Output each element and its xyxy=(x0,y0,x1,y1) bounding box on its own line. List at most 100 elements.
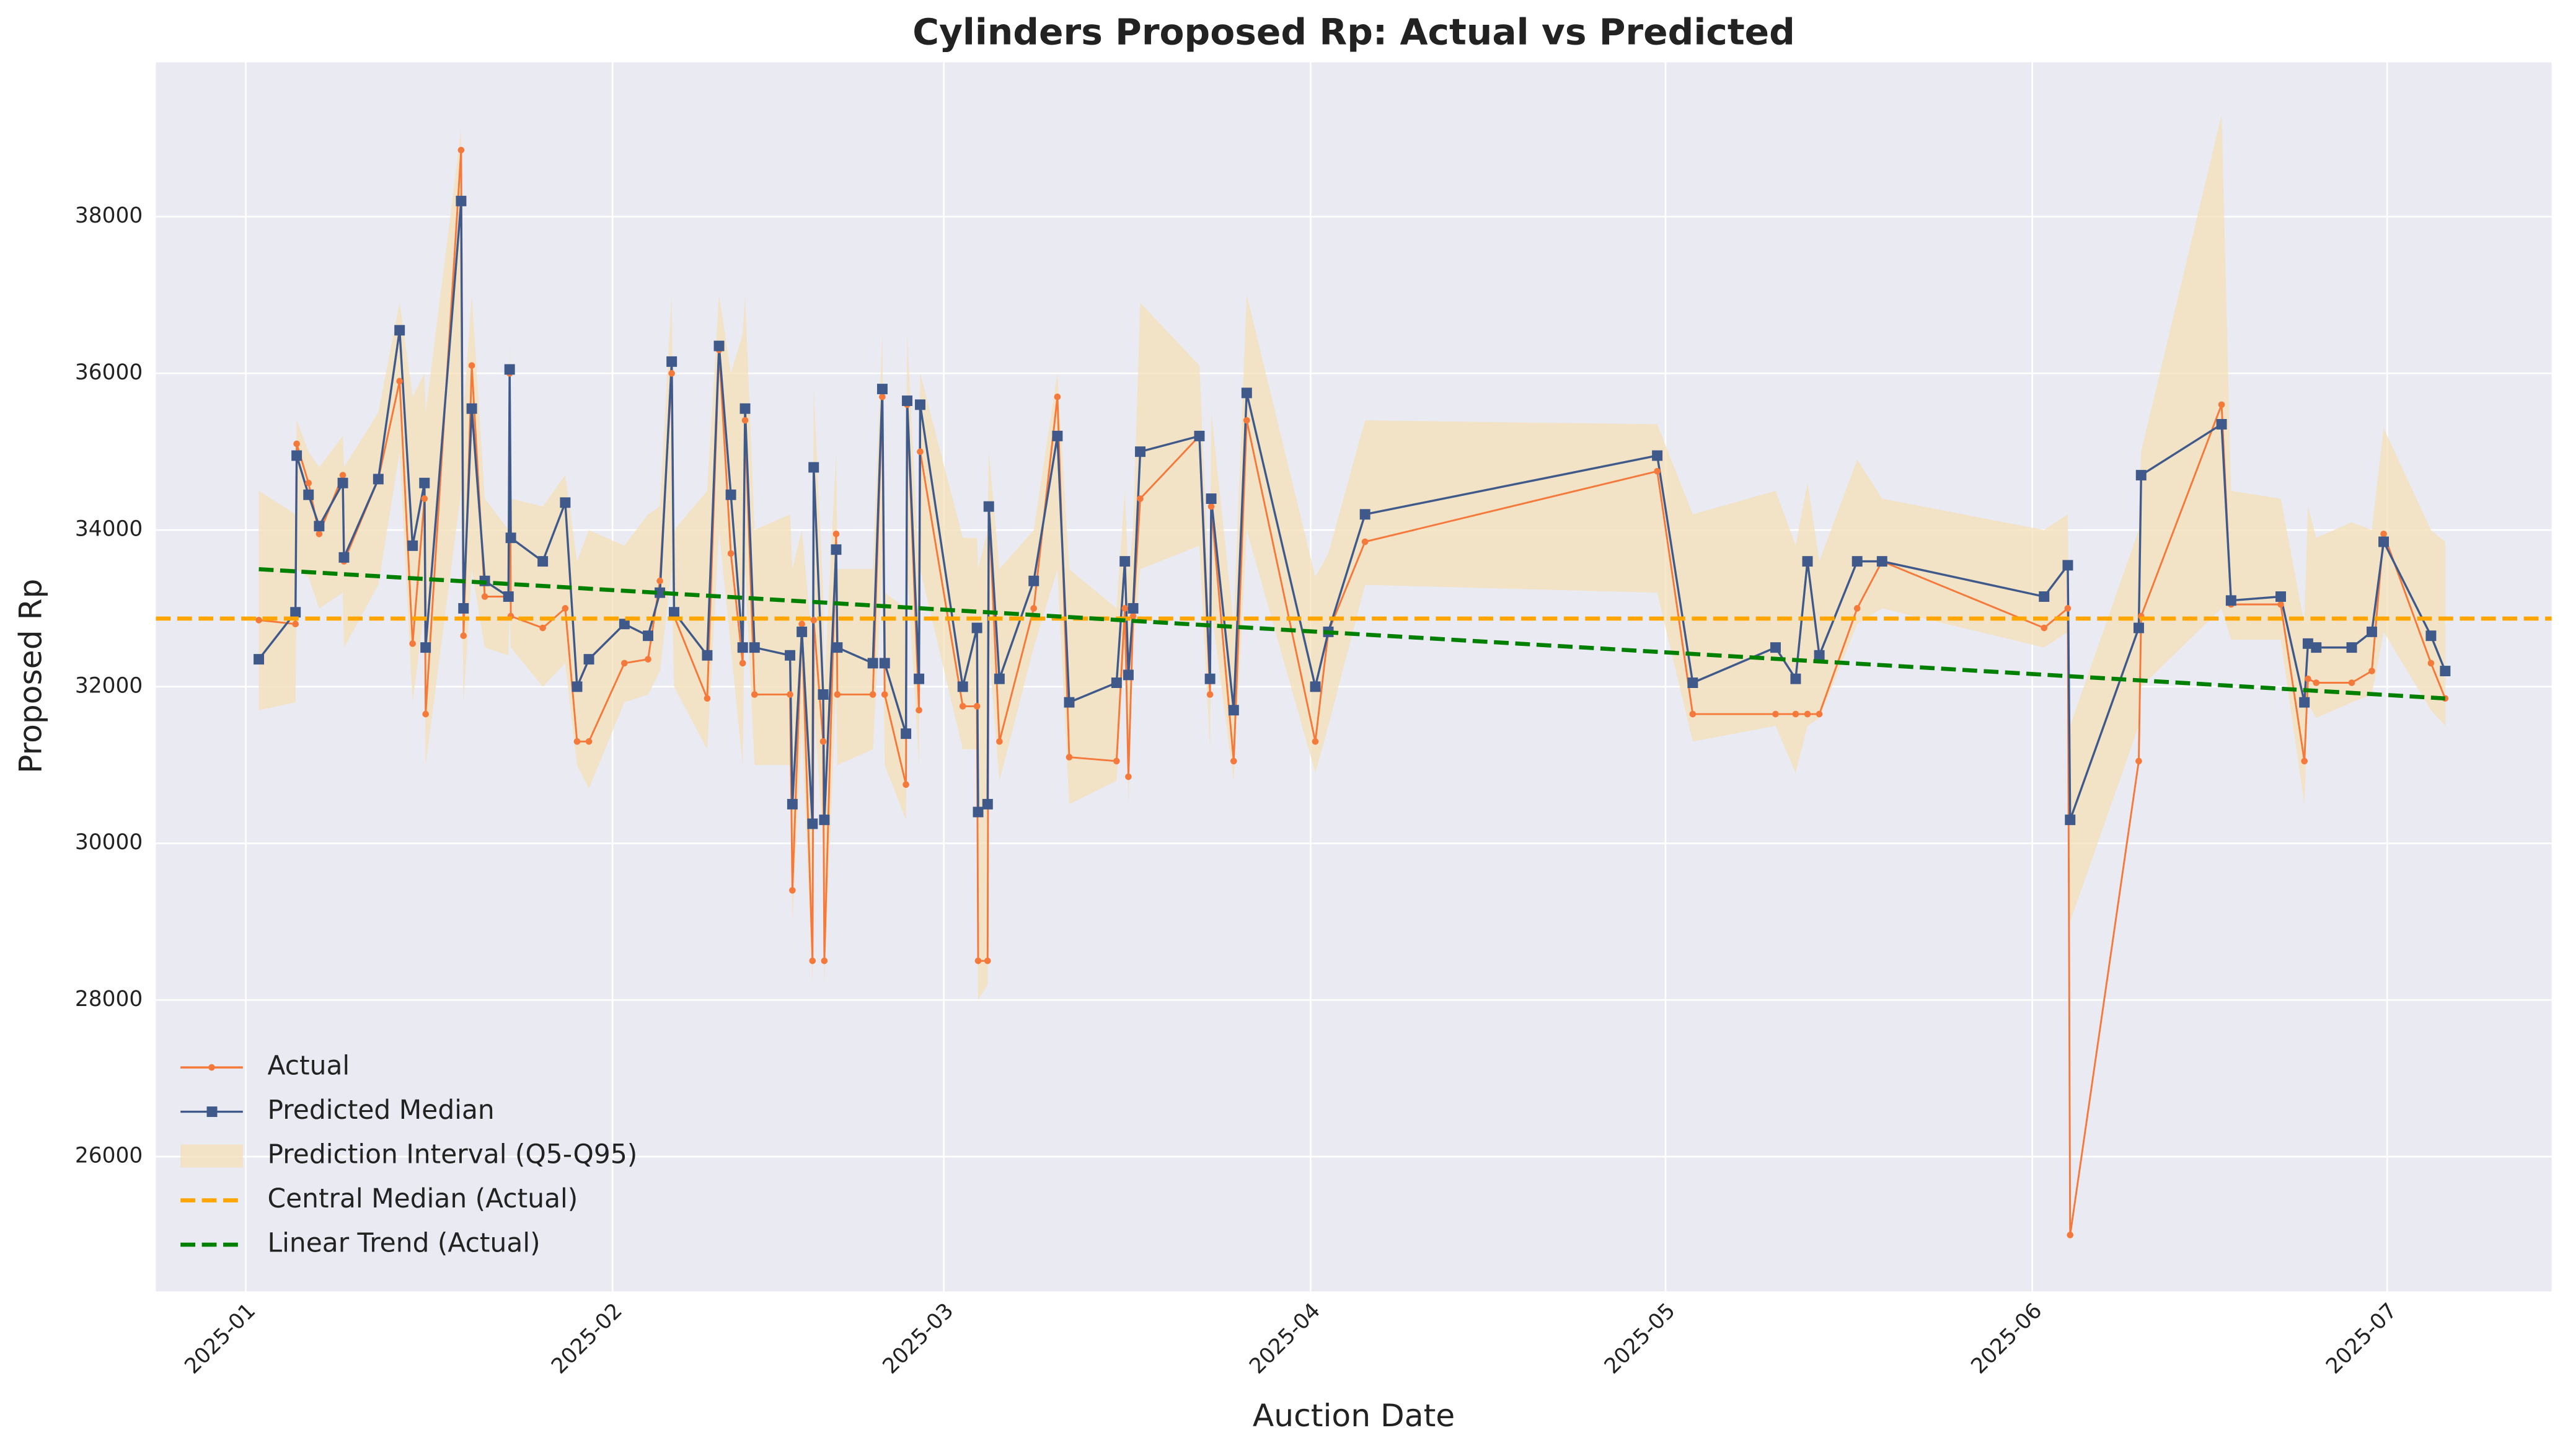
chart-title: Cylinders Proposed Rp: Actual vs Predict… xyxy=(912,11,1795,53)
legend-marker xyxy=(208,1064,215,1071)
actual-point xyxy=(974,957,982,964)
predicted-point xyxy=(572,681,583,692)
predicted-point xyxy=(1802,556,1813,567)
legend-label: Prediction Interval (Q5-Q95) xyxy=(268,1139,638,1170)
predicted-point xyxy=(2425,630,2437,642)
predicted-point xyxy=(1359,509,1370,520)
predicted-point xyxy=(1194,430,1205,441)
legend-label: Actual xyxy=(268,1051,350,1081)
predicted-point xyxy=(737,642,748,653)
predicted-point xyxy=(957,681,968,692)
y-tick-label: 34000 xyxy=(75,517,143,542)
predicted-point xyxy=(702,650,713,661)
predicted-point xyxy=(902,395,912,407)
predicted-point xyxy=(915,399,925,410)
actual-point xyxy=(2313,679,2320,686)
predicted-point xyxy=(1119,556,1131,567)
predicted-point xyxy=(1241,387,1252,399)
actual-point xyxy=(798,620,805,628)
predicted-point xyxy=(1851,556,1863,567)
actual-point xyxy=(739,660,746,667)
actual-point xyxy=(305,479,312,487)
actual-point xyxy=(409,640,416,647)
predicted-point xyxy=(1123,669,1134,681)
actual-point xyxy=(421,495,428,502)
actual-point xyxy=(562,605,569,612)
y-tick-label: 26000 xyxy=(75,1144,143,1168)
y-tick-label: 28000 xyxy=(75,987,143,1012)
plot-area xyxy=(156,62,2552,1292)
predicted-point xyxy=(1204,673,1216,684)
y-tick-label: 30000 xyxy=(75,830,143,855)
predicted-point xyxy=(1652,450,1663,461)
predicted-point xyxy=(420,642,431,653)
predicted-point xyxy=(2311,642,2322,653)
predicted-point xyxy=(832,642,843,653)
y-tick-label: 38000 xyxy=(75,203,143,228)
predicted-point xyxy=(2133,622,2144,633)
predicted-point xyxy=(2039,591,2050,602)
predicted-point xyxy=(787,798,798,810)
actual-point xyxy=(741,417,749,424)
predicted-point xyxy=(2135,470,2147,481)
actual-point xyxy=(422,710,429,718)
actual-point xyxy=(2041,624,2048,632)
actual-point xyxy=(585,738,593,745)
actual-point xyxy=(809,957,816,964)
predicted-point xyxy=(394,325,405,336)
predicted-point xyxy=(373,474,384,485)
actual-point xyxy=(1689,710,1697,718)
actual-point xyxy=(457,146,465,154)
actual-point xyxy=(2135,757,2142,765)
actual-point xyxy=(973,703,981,710)
predicted-point xyxy=(739,403,751,414)
actual-point xyxy=(2427,660,2435,667)
predicted-point xyxy=(808,462,819,473)
actual-point xyxy=(1066,754,1073,761)
predicted-point xyxy=(504,364,515,375)
actual-point xyxy=(2301,757,2308,765)
predicted-point xyxy=(643,630,653,642)
predicted-point xyxy=(1064,697,1075,708)
actual-point xyxy=(292,620,299,628)
predicted-point xyxy=(876,384,888,395)
predicted-point xyxy=(1028,575,1039,586)
actual-point xyxy=(751,691,758,698)
predicted-point xyxy=(1770,642,1781,653)
predicted-point xyxy=(1687,677,1698,688)
predicted-point xyxy=(2366,626,2377,637)
predicted-point xyxy=(2346,642,2357,653)
actual-point xyxy=(2064,605,2072,612)
actual-point xyxy=(468,362,475,369)
actual-point xyxy=(984,957,991,964)
actual-point xyxy=(668,370,675,377)
predicted-point xyxy=(982,798,993,810)
predicted-point xyxy=(537,556,549,567)
predicted-point xyxy=(914,673,925,684)
predicted-point xyxy=(901,728,912,739)
actual-point xyxy=(1853,605,1861,612)
x-axis-label: Auction Date xyxy=(1253,1397,1455,1434)
legend-label: Central Median (Actual) xyxy=(268,1183,578,1214)
legend-label: Predicted Median xyxy=(268,1095,495,1125)
actual-point xyxy=(1792,710,1799,718)
actual-point xyxy=(645,656,651,663)
actual-point xyxy=(1804,710,1811,718)
predicted-point xyxy=(725,489,736,500)
predicted-point xyxy=(2299,697,2310,708)
actual-point xyxy=(293,440,300,448)
actual-point xyxy=(916,707,922,714)
actual-point xyxy=(821,957,828,964)
predicted-point xyxy=(2275,591,2286,602)
predicted-point xyxy=(337,477,348,488)
predicted-point xyxy=(290,607,301,618)
actual-point xyxy=(903,781,909,788)
predicted-point xyxy=(303,489,314,500)
predicted-point xyxy=(291,450,302,461)
predicted-point xyxy=(338,552,350,563)
actual-point xyxy=(2380,531,2387,537)
predicted-point xyxy=(669,607,679,618)
actual-point xyxy=(460,632,467,639)
predicted-point xyxy=(456,195,467,206)
predicted-point xyxy=(2378,536,2390,547)
